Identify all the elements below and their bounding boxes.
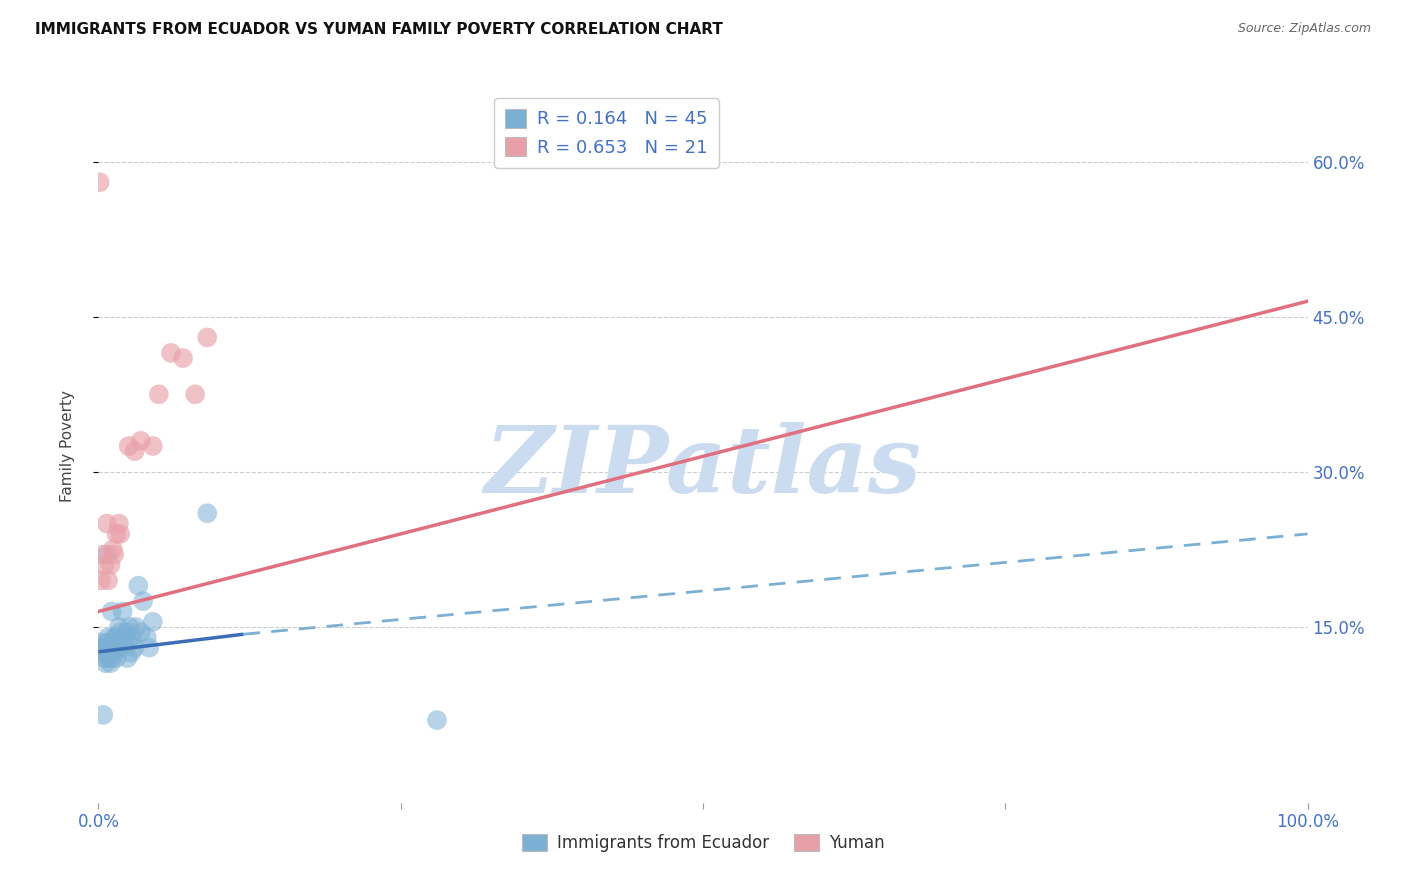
Point	[98, 646, 121, 660]
Point	[160, 346, 183, 360]
Point	[93, 651, 115, 665]
Point	[103, 646, 125, 660]
Point	[124, 640, 146, 655]
Point	[108, 516, 131, 531]
Point	[114, 630, 136, 644]
Point	[142, 615, 165, 629]
Point	[91, 640, 114, 655]
Point	[129, 625, 152, 640]
Text: Source: ZipAtlas.com: Source: ZipAtlas.com	[1237, 22, 1371, 36]
Y-axis label: Family Poverty: Family Poverty	[60, 390, 75, 502]
Point	[118, 620, 141, 634]
Point	[91, 707, 114, 722]
Point	[135, 630, 157, 644]
Point	[108, 527, 131, 541]
Point	[120, 646, 142, 660]
Point	[101, 542, 124, 557]
Point	[195, 330, 218, 344]
Point	[96, 635, 118, 649]
Point	[132, 594, 155, 608]
Point	[103, 548, 125, 562]
Point	[94, 656, 117, 670]
Point	[110, 640, 132, 655]
Point	[117, 651, 139, 665]
Point	[97, 651, 120, 665]
Point	[100, 605, 122, 619]
Point	[91, 646, 114, 660]
Point	[103, 630, 125, 644]
Point	[124, 444, 146, 458]
Point	[118, 635, 141, 649]
Point	[96, 516, 118, 531]
Point	[138, 640, 160, 655]
Point	[142, 439, 165, 453]
Point	[184, 387, 207, 401]
Point	[125, 620, 148, 634]
Legend: Immigrants from Ecuador, Yuman: Immigrants from Ecuador, Yuman	[515, 827, 891, 859]
Point	[129, 434, 152, 448]
Text: IMMIGRANTS FROM ECUADOR VS YUMAN FAMILY POVERTY CORRELATION CHART: IMMIGRANTS FROM ECUADOR VS YUMAN FAMILY …	[35, 22, 723, 37]
Point	[108, 625, 131, 640]
Point	[101, 635, 124, 649]
Point	[121, 630, 143, 644]
Point	[93, 558, 115, 572]
Point	[112, 635, 135, 649]
Point	[105, 527, 128, 541]
Point	[195, 506, 218, 520]
Point	[89, 175, 111, 189]
Point	[100, 651, 122, 665]
Point	[91, 548, 114, 562]
Point	[105, 630, 128, 644]
Point	[107, 640, 129, 655]
Point	[100, 656, 122, 670]
Point	[104, 640, 127, 655]
Point	[100, 558, 122, 572]
Point	[108, 620, 131, 634]
Text: ZIPatlas: ZIPatlas	[485, 423, 921, 512]
Point	[127, 579, 149, 593]
Point	[96, 548, 118, 562]
Point	[118, 439, 141, 453]
Point	[97, 630, 120, 644]
Point	[111, 605, 134, 619]
Point	[426, 713, 449, 727]
Point	[90, 635, 112, 649]
Point	[90, 574, 112, 588]
Point	[97, 574, 120, 588]
Point	[94, 640, 117, 655]
Point	[100, 640, 122, 655]
Point	[115, 625, 138, 640]
Point	[105, 651, 128, 665]
Point	[172, 351, 194, 365]
Point	[148, 387, 170, 401]
